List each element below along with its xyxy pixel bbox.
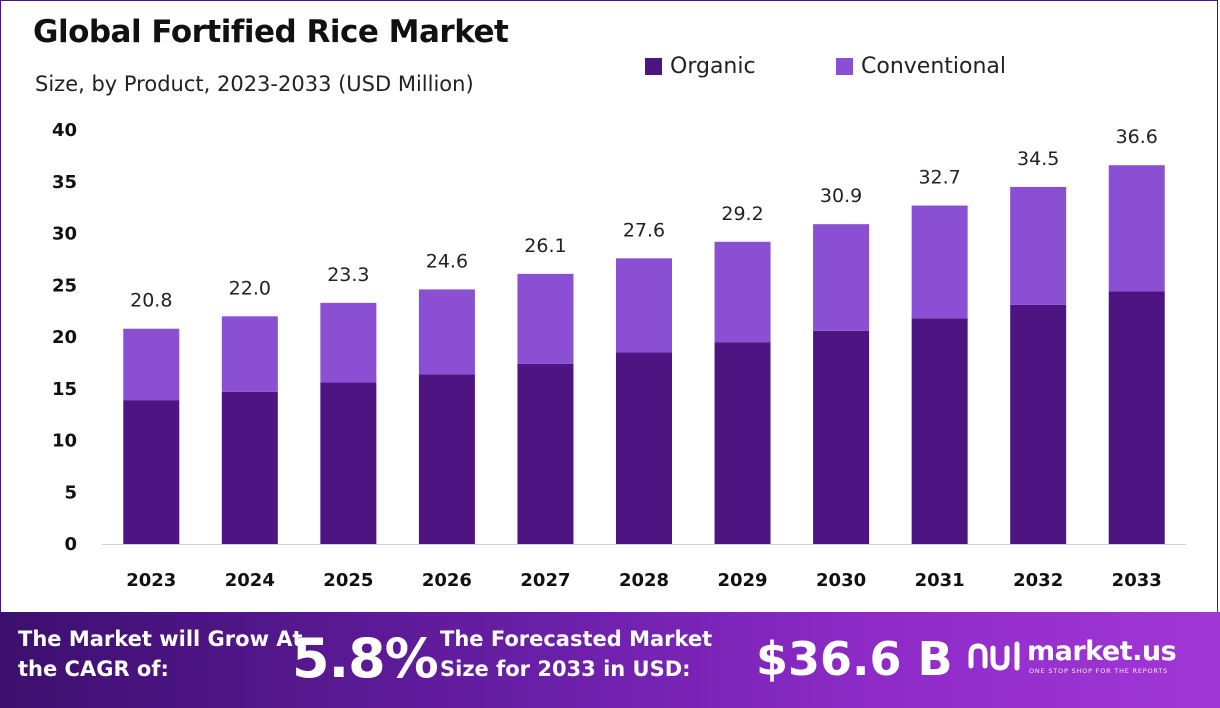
total-label-2030: 30.9 <box>820 185 862 207</box>
bar-organic-2023 <box>123 400 180 544</box>
y-tick-label: 30 <box>52 224 77 245</box>
total-label-2029: 29.2 <box>721 203 763 225</box>
legend-label-conventional: Conventional <box>861 54 1006 79</box>
bar-chart: 051015202530354020.8202322.0202423.32025… <box>52 120 1186 591</box>
x-tick-label-2027: 2027 <box>520 570 570 591</box>
bar-conventional-2026 <box>418 289 475 375</box>
total-label-2025: 23.3 <box>327 264 369 286</box>
total-label-2028: 27.6 <box>623 219 665 241</box>
y-tick-label: 40 <box>52 120 77 141</box>
y-tick-label: 10 <box>52 431 77 452</box>
forecast-value: $36.6 B <box>756 632 953 686</box>
bar-conventional-2033 <box>1108 165 1165 292</box>
x-tick-label-2026: 2026 <box>422 570 472 591</box>
y-tick-label: 5 <box>64 482 77 503</box>
x-tick-label-2030: 2030 <box>816 570 866 591</box>
y-tick-label: 0 <box>64 534 77 555</box>
brand-tagline: ONE STOP SHOP FOR THE REPORTS <box>1029 667 1168 675</box>
forecast-text: The Forecasted Market Size for 2033 in U… <box>440 627 713 681</box>
x-tick-label-2029: 2029 <box>717 570 767 591</box>
bar-conventional-2031 <box>911 205 968 319</box>
total-label-2024: 22.0 <box>229 277 271 299</box>
legend-item-organic: Organic <box>645 54 756 79</box>
x-tick-label-2031: 2031 <box>915 570 965 591</box>
bar-conventional-2032 <box>1010 186 1067 305</box>
brand-logo: market.us ONE STOP SHOP FOR THE REPORTS <box>967 636 1177 676</box>
x-tick-label-2032: 2032 <box>1013 570 1063 591</box>
bar-organic-2024 <box>221 391 278 544</box>
bar-organic-2026 <box>418 374 475 544</box>
bar-conventional-2028 <box>616 258 672 353</box>
bar-organic-2028 <box>616 352 672 544</box>
bar-conventional-2023 <box>123 328 180 401</box>
footer-banner: The Market will Grow At the CAGR of: 5.8… <box>0 612 1220 708</box>
y-tick-label: 20 <box>52 327 77 348</box>
market-us-logo-icon <box>968 641 1020 671</box>
total-label-2027: 26.1 <box>524 235 566 257</box>
total-label-2026: 24.6 <box>426 250 468 272</box>
total-label-2031: 32.7 <box>918 167 960 189</box>
legend-label-organic: Organic <box>670 54 756 79</box>
brand-text: market.us ONE STOP SHOP FOR THE REPORTS <box>1023 636 1177 676</box>
bar-conventional-2029 <box>714 241 771 343</box>
x-tick-label-2024: 2024 <box>225 570 275 591</box>
brand-name: market.us <box>1027 636 1177 667</box>
bar-conventional-2025 <box>320 302 377 383</box>
legend-swatch-organic <box>645 58 662 75</box>
y-tick-label: 25 <box>52 275 77 296</box>
cagr-text: The Market will Grow At the CAGR of: <box>18 627 303 681</box>
bar-organic-2029 <box>714 342 771 544</box>
cagr-value: 5.8% <box>292 627 439 690</box>
bar-organic-2033 <box>1108 291 1165 544</box>
y-tick-label: 35 <box>52 172 77 193</box>
bar-conventional-2030 <box>813 224 870 331</box>
bar-conventional-2024 <box>221 316 278 392</box>
bar-organic-2032 <box>1010 304 1067 544</box>
x-tick-label-2023: 2023 <box>126 570 176 591</box>
x-tick-label-2033: 2033 <box>1112 570 1162 591</box>
bar-organic-2031 <box>911 318 968 544</box>
bar-organic-2025 <box>320 382 377 544</box>
total-label-2033: 36.6 <box>1116 126 1158 148</box>
chart-title: Global Fortified Rice Market <box>33 14 509 50</box>
bar-organic-2030 <box>813 330 870 544</box>
total-label-2032: 34.5 <box>1017 148 1059 170</box>
x-tick-label-2025: 2025 <box>323 570 373 591</box>
bar-organic-2027 <box>517 363 574 544</box>
legend-item-conventional: Conventional <box>836 54 1006 79</box>
x-tick-label-2028: 2028 <box>619 570 669 591</box>
bar-conventional-2027 <box>517 273 574 364</box>
y-tick-label: 15 <box>52 379 77 400</box>
legend-swatch-conventional <box>836 58 853 75</box>
chart-subtitle: Size, by Product, 2023-2033 (USD Million… <box>35 72 474 96</box>
total-label-2023: 20.8 <box>130 290 172 312</box>
